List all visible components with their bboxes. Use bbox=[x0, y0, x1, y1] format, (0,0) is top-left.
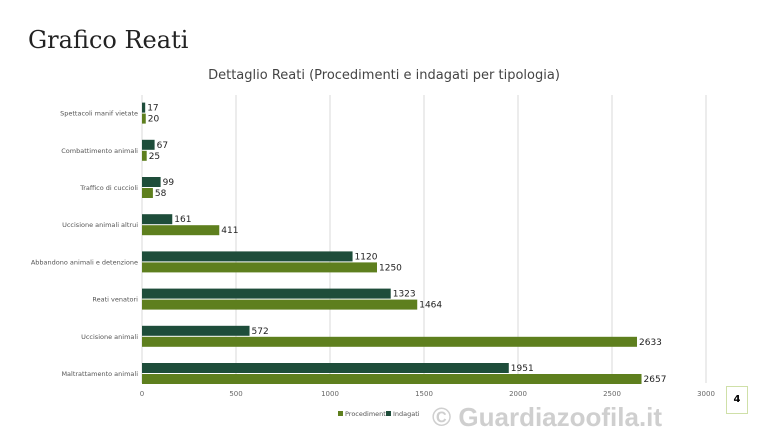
data-label: 67 bbox=[157, 141, 168, 151]
bar-indagati bbox=[142, 251, 353, 262]
legend-swatch bbox=[386, 411, 391, 416]
data-label: 1464 bbox=[419, 301, 442, 311]
bar-procedimenti bbox=[142, 336, 638, 347]
bar-procedimenti bbox=[142, 188, 153, 198]
x-tick-label: 2000 bbox=[509, 390, 527, 398]
bar-indagati bbox=[142, 177, 161, 187]
data-label: 99 bbox=[163, 178, 175, 188]
x-tick-label: 0 bbox=[140, 390, 144, 398]
bar-procedimenti bbox=[142, 150, 147, 161]
page-title: Grafico Reati bbox=[28, 26, 189, 54]
category-label: Uccisione animali bbox=[81, 333, 138, 341]
data-label: 2657 bbox=[644, 375, 667, 385]
watermark: © Guardiazoofila.it bbox=[432, 402, 663, 432]
data-label: 1951 bbox=[511, 364, 534, 374]
data-label: 1250 bbox=[379, 263, 402, 273]
category-label: Spettacoli manif vietate bbox=[60, 110, 138, 118]
category-label: Abbandono animali e detenzione bbox=[31, 258, 138, 266]
data-label: 572 bbox=[252, 327, 269, 337]
legend-label: Procedimenti bbox=[345, 410, 388, 418]
chart-title: Dettaglio Reati (Procedimenti e indagati… bbox=[208, 68, 560, 83]
bar-indagati bbox=[142, 325, 250, 336]
legend-swatch bbox=[338, 411, 343, 416]
bar-procedimenti bbox=[142, 113, 146, 124]
data-label: 161 bbox=[174, 215, 191, 225]
bar-indagati bbox=[142, 363, 509, 373]
bar-indagati bbox=[142, 288, 391, 299]
bar-procedimenti bbox=[142, 262, 377, 273]
x-tick-label: 1500 bbox=[415, 390, 433, 398]
category-label: Traffico di cuccioli bbox=[79, 184, 138, 192]
x-tick-label: 2500 bbox=[603, 390, 621, 398]
data-label: 17 bbox=[147, 104, 158, 114]
bar-procedimenti bbox=[142, 374, 642, 384]
data-label: 58 bbox=[155, 189, 167, 199]
bar-procedimenti bbox=[142, 225, 220, 236]
data-label: 25 bbox=[149, 152, 160, 162]
data-label: 2633 bbox=[639, 338, 662, 348]
data-label: 20 bbox=[148, 115, 160, 125]
legend-label: Indagati bbox=[393, 410, 420, 418]
category-label: Reati venatori bbox=[92, 296, 138, 304]
page-number: 4 bbox=[726, 386, 748, 414]
x-tick-label: 3000 bbox=[697, 390, 715, 398]
category-label: Uccisione animali altrui bbox=[62, 221, 138, 229]
category-label: Maltrattamento animali bbox=[61, 370, 138, 378]
data-label: 411 bbox=[221, 226, 238, 236]
bar-indagati bbox=[142, 102, 146, 113]
x-tick-label: 500 bbox=[229, 390, 242, 398]
bar-procedimenti bbox=[142, 299, 418, 310]
bar-indagati bbox=[142, 139, 155, 150]
bar-indagati bbox=[142, 214, 173, 225]
x-tick-label: 1000 bbox=[321, 390, 339, 398]
data-label: 1323 bbox=[393, 290, 416, 300]
category-label: Combattimento animali bbox=[61, 147, 138, 155]
data-label: 1120 bbox=[355, 252, 378, 262]
